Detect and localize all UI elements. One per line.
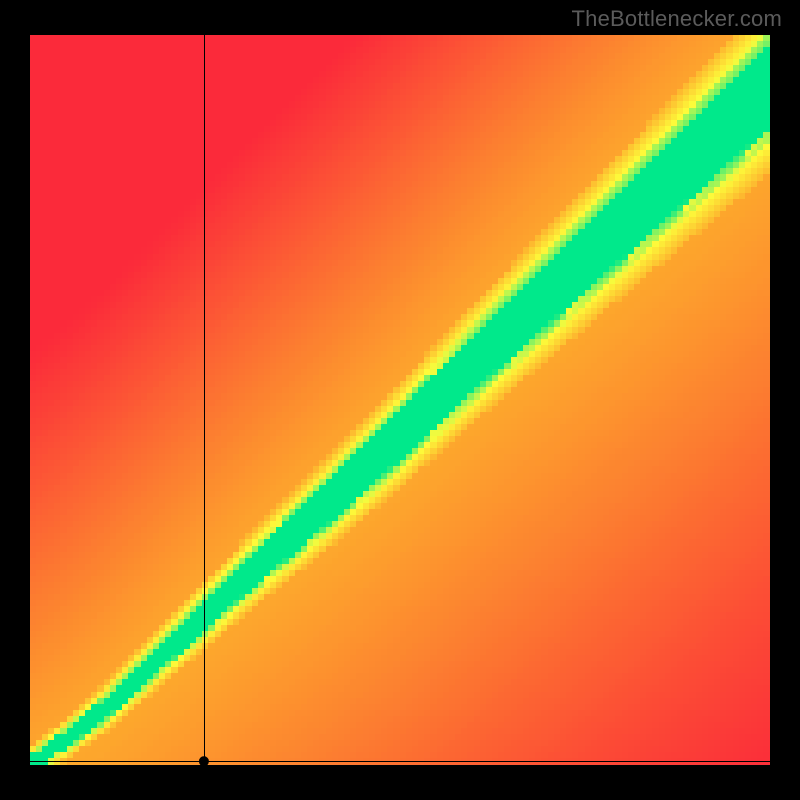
bottleneck-heatmap xyxy=(0,0,800,800)
heatmap-canvas-wrap xyxy=(0,0,800,800)
watermark-text: TheBottlenecker.com xyxy=(572,6,782,32)
chart-container: TheBottlenecker.com xyxy=(0,0,800,800)
